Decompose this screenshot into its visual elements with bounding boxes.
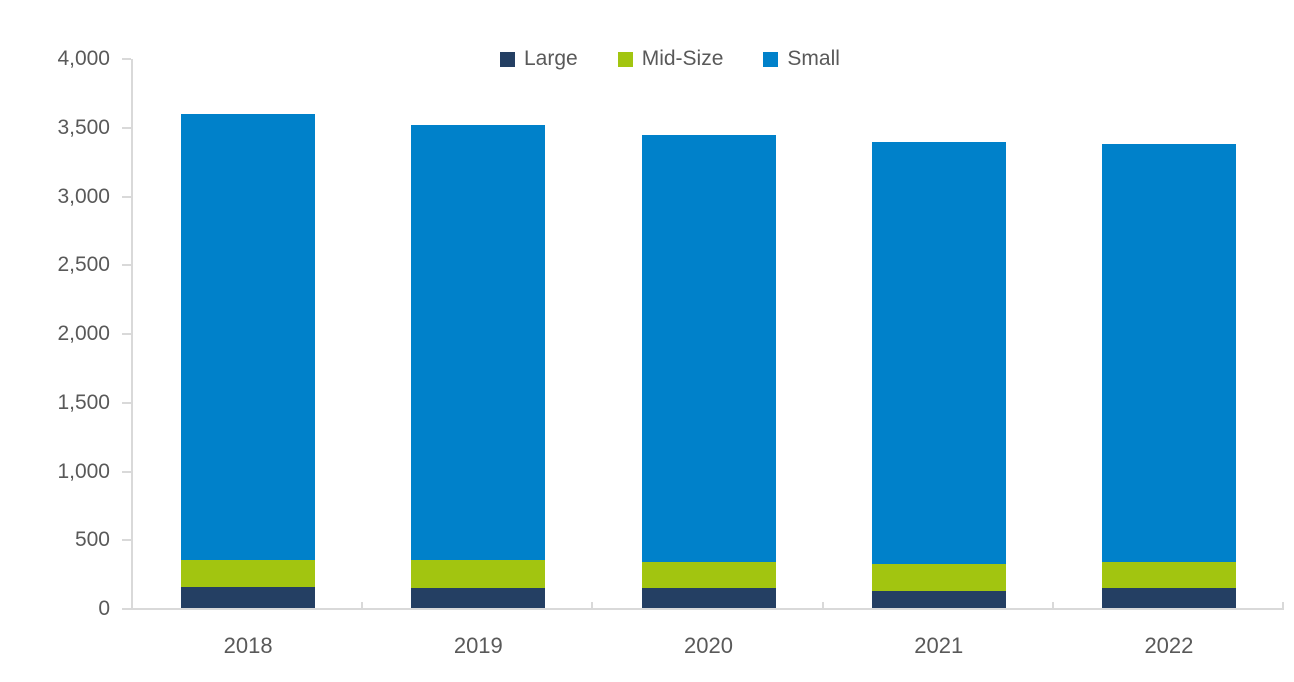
y-axis-tick <box>122 608 131 610</box>
bar-segment-large-2019 <box>411 587 546 609</box>
x-axis-tick <box>1282 602 1284 609</box>
y-axis-tick <box>122 264 131 267</box>
bar-segment-small-2018 <box>181 114 316 560</box>
y-axis-tick <box>122 126 131 129</box>
y-axis-line <box>131 59 133 609</box>
stacked-bar-2020 <box>641 135 776 609</box>
x-axis-tick <box>1051 602 1054 609</box>
legend-swatch-icon <box>763 51 779 67</box>
y-axis-tick <box>122 401 131 404</box>
y-axis-tick-label: 1,500 <box>57 390 110 414</box>
y-axis-tick-label: 3,500 <box>57 115 110 139</box>
y-axis-tick-label: 2,500 <box>57 253 110 277</box>
bar-segment-small-2019 <box>411 125 546 561</box>
stacked-bar-2018 <box>181 114 316 609</box>
y-axis-tick-label: 2,000 <box>57 322 110 345</box>
x-axis-tick <box>821 602 824 609</box>
y-axis-tick-label: 3,000 <box>57 184 110 208</box>
y-axis-tick <box>122 195 131 198</box>
bar-segment-large-2018 <box>181 587 316 609</box>
y-axis-tick-label: 500 <box>74 528 110 552</box>
x-axis-label-2018: 2018 <box>223 633 273 658</box>
x-axis-line <box>131 608 1284 610</box>
bar-slot-2018 <box>133 59 363 609</box>
x-axis-label-2020: 2020 <box>684 633 733 658</box>
x-axis-label-2019: 2019 <box>453 633 503 658</box>
legend-label: Mid-Size <box>641 47 724 70</box>
y-axis-tick <box>122 58 131 60</box>
plot-area <box>133 59 1284 609</box>
bar-segment-large-2021 <box>871 591 1006 609</box>
bar-segment-small-2022 <box>1101 143 1236 562</box>
y-axis-tick-label: 4,000 <box>57 47 110 70</box>
legend-swatch-icon <box>500 51 515 67</box>
stacked-bar-2022 <box>1101 143 1236 609</box>
y-axis-tick <box>122 333 131 335</box>
legend-label: Small <box>787 47 840 70</box>
bar-slot-2021 <box>824 59 1054 609</box>
x-axis-label-2022: 2022 <box>1144 633 1194 658</box>
bar-segment-large-2022 <box>1101 587 1236 609</box>
x-axis-label-2021: 2021 <box>914 633 964 658</box>
legend-item-small: Small <box>763 47 840 71</box>
y-axis-tick-label: 0 <box>98 597 110 620</box>
bar-segment-large-2020 <box>641 587 776 609</box>
x-axis-tick <box>591 602 594 609</box>
legend-label: Large <box>524 47 578 70</box>
bar-segment-small-2020 <box>641 135 776 563</box>
legend-item-large: Large <box>500 47 578 71</box>
y-axis-tick <box>122 539 131 542</box>
bar-slot-2020 <box>593 59 823 609</box>
legend-item-mid-size: Mid-Size <box>617 47 724 71</box>
bar-segment-mid-size-2020 <box>641 562 776 588</box>
y-axis-tick-label: 1,000 <box>57 459 110 483</box>
bar-segment-mid-size-2022 <box>1101 561 1236 588</box>
bar-slot-2019 <box>363 59 593 609</box>
bar-segment-small-2021 <box>871 141 1006 564</box>
chart-legend: Large Mid-Size Small <box>500 47 840 71</box>
x-axis-labels: 2018 2019 2020 2021 2022 <box>133 633 1284 659</box>
bar-segment-mid-size-2019 <box>411 560 546 588</box>
stacked-bar-2021 <box>871 141 1006 609</box>
bar-segment-mid-size-2021 <box>871 563 1006 592</box>
legend-swatch-icon <box>617 51 633 67</box>
x-axis-tick <box>361 602 364 609</box>
bar-slot-2022 <box>1054 59 1284 609</box>
y-axis-tick <box>122 470 131 473</box>
stacked-bar-2019 <box>411 125 546 609</box>
bar-segment-mid-size-2018 <box>181 559 316 587</box>
